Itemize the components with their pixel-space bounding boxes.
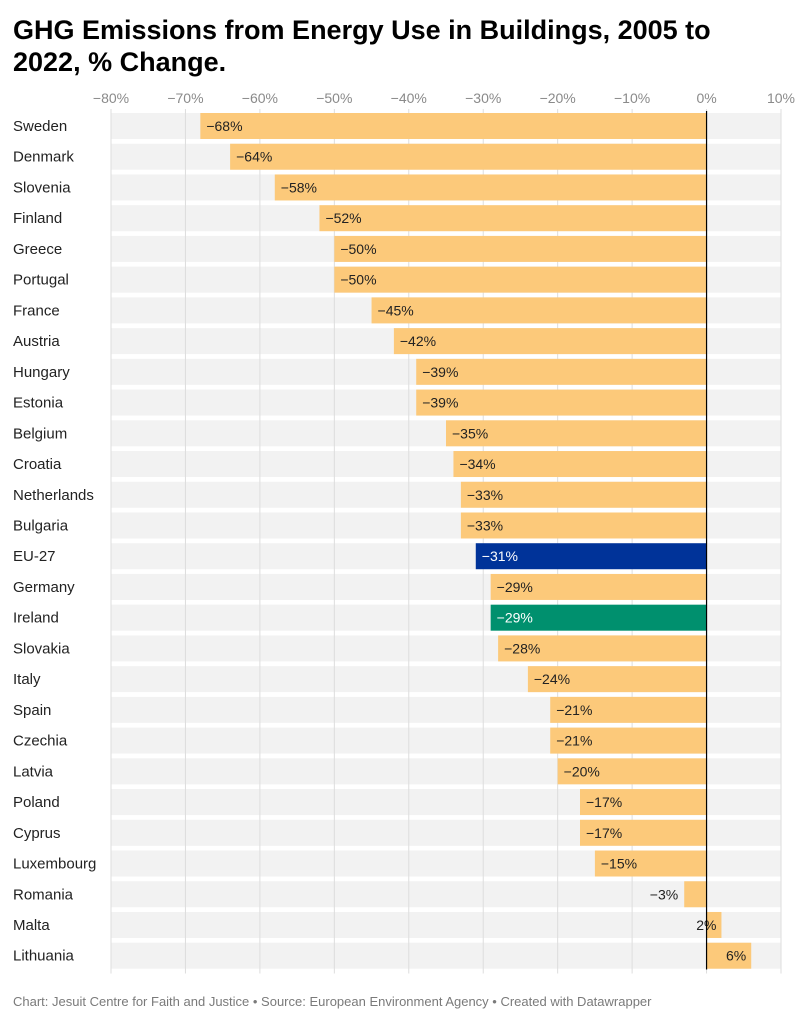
x-tick-label: 0% (696, 90, 716, 106)
x-tick-label: −10% (614, 90, 650, 106)
bar (230, 143, 707, 170)
value-label: −64% (236, 149, 272, 165)
bar (498, 635, 707, 662)
category-label: Croatia (13, 456, 62, 473)
category-label: Denmark (13, 149, 74, 166)
value-label: −45% (378, 302, 414, 318)
bar (490, 604, 707, 631)
category-label: Belgium (13, 425, 67, 442)
category-label: Austria (13, 333, 60, 350)
category-label: Poland (13, 794, 60, 811)
value-label: −17% (586, 794, 622, 810)
bar (684, 881, 707, 908)
x-tick-label: −80% (93, 90, 129, 106)
category-label: Luxembourg (13, 856, 96, 873)
value-label: −21% (556, 733, 592, 749)
category-label: Malta (13, 917, 50, 934)
bar (475, 543, 707, 570)
x-tick-label: −20% (540, 90, 576, 106)
x-tick-label: 10% (767, 90, 795, 106)
category-label: Hungary (13, 364, 70, 381)
category-label: Lithuania (13, 948, 75, 965)
value-label: −50% (340, 272, 376, 288)
bar (706, 911, 722, 938)
bar (557, 758, 707, 785)
value-label: −33% (467, 487, 503, 503)
value-label: −29% (497, 610, 533, 626)
bar (550, 727, 707, 754)
bar (460, 481, 707, 508)
value-label: −34% (459, 456, 495, 472)
category-label: Latvia (13, 763, 54, 780)
value-label: −29% (497, 579, 533, 595)
category-label: Slovenia (13, 179, 71, 196)
bar (200, 113, 707, 139)
row-band (111, 911, 781, 938)
bar (416, 358, 707, 385)
bar (706, 942, 752, 969)
bar (371, 297, 707, 324)
category-label: Bulgaria (13, 517, 69, 534)
value-label: −28% (504, 640, 540, 656)
bar (527, 666, 707, 693)
category-label: Sweden (13, 118, 67, 135)
value-label: −52% (325, 210, 361, 226)
value-label: 6% (726, 948, 746, 964)
category-label: Germany (13, 579, 75, 596)
bar (460, 512, 707, 539)
category-label: Slovakia (13, 640, 70, 657)
value-label: −15% (601, 856, 637, 872)
x-tick-label: −50% (316, 90, 352, 106)
bar (453, 451, 707, 478)
category-label: Romania (13, 886, 74, 903)
bar (416, 389, 707, 416)
x-tick-label: −30% (465, 90, 501, 106)
value-label: −24% (534, 671, 570, 687)
category-label: Greece (13, 241, 62, 258)
category-label: Italy (13, 671, 41, 688)
category-label: Finland (13, 210, 62, 227)
value-label: −33% (467, 517, 503, 533)
category-label: Netherlands (13, 487, 94, 504)
category-label: Czechia (13, 733, 68, 750)
value-label: −21% (556, 702, 592, 718)
x-tick-label: −70% (167, 90, 203, 106)
bar (550, 696, 707, 723)
bar (580, 819, 707, 846)
bar (334, 235, 707, 262)
value-label: −39% (422, 364, 458, 380)
category-label: Estonia (13, 395, 64, 412)
value-label: −68% (206, 118, 242, 134)
value-label: −39% (422, 395, 458, 411)
value-label: −35% (452, 425, 488, 441)
category-label: EU-27 (13, 548, 56, 565)
category-label: Portugal (13, 272, 69, 289)
row-band (111, 942, 781, 969)
value-label: −17% (586, 825, 622, 841)
value-label: −42% (400, 333, 436, 349)
bar (334, 266, 707, 293)
value-label: −20% (564, 763, 600, 779)
value-label: −31% (482, 548, 518, 564)
x-tick-label: −40% (391, 90, 427, 106)
bar (274, 174, 707, 201)
bar (446, 420, 707, 447)
bar (319, 205, 707, 232)
chart-title: GHG Emissions from Energy Use in Buildin… (13, 15, 711, 77)
category-label: Cyprus (13, 825, 61, 842)
row-band (111, 881, 781, 908)
category-label: France (13, 302, 60, 319)
chart-footer: Chart: Jesuit Centre for Faith and Justi… (13, 994, 652, 1009)
bar (393, 328, 707, 355)
category-label: Ireland (13, 610, 59, 627)
category-label: Spain (13, 702, 51, 719)
bar (490, 573, 707, 600)
value-label: −58% (281, 179, 317, 195)
value-label: −50% (340, 241, 376, 257)
bar (580, 789, 707, 816)
bar (594, 850, 707, 877)
x-tick-label: −60% (242, 90, 278, 106)
bar-chart: −80% −70% −60% −50% −40% −30% −20% −10% 0% 10% Swe… (13, 90, 795, 974)
value-label: −3% (650, 886, 678, 902)
